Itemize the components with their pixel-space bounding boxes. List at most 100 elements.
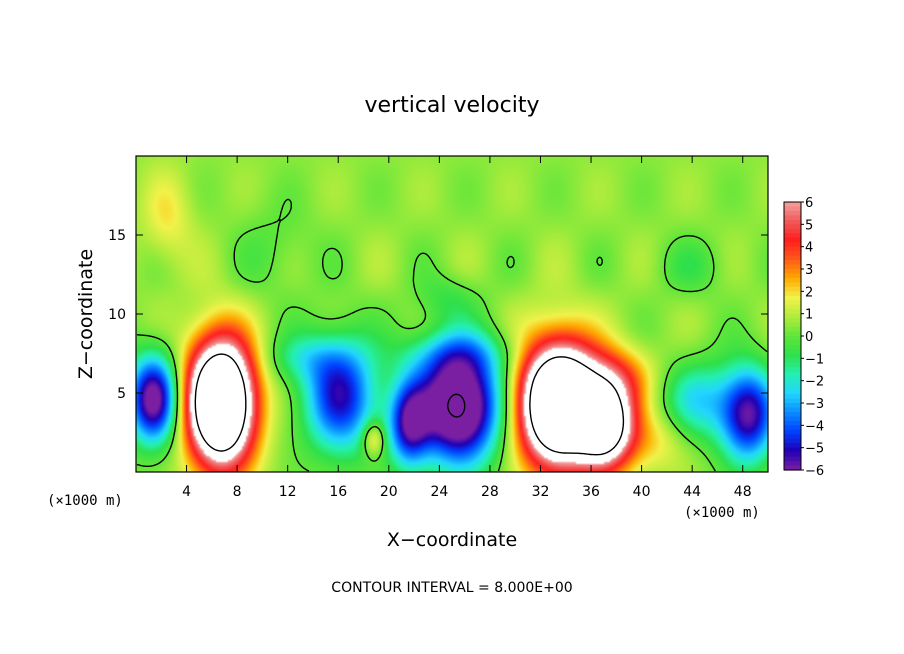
colorbar-tick-label: −2 <box>805 375 824 390</box>
colorbar-swatch <box>784 215 801 221</box>
colorbar-tick-label: −3 <box>805 397 824 412</box>
x-axis-ticks: 4 8 12 16 20 24 28 32 36 40 44 48 <box>182 156 752 500</box>
colorbar-swatch <box>784 202 801 208</box>
colorbar-swatch <box>784 456 801 462</box>
colorbar-swatch <box>784 282 801 288</box>
colorbar-tick-label: 1 <box>805 308 813 323</box>
colorbar-swatch <box>784 286 801 292</box>
colorbar-swatch <box>784 394 801 400</box>
colorbar-swatch <box>784 264 801 270</box>
colorbar-swatch <box>784 313 801 319</box>
heatmap-image <box>136 156 768 472</box>
colorbar-swatch <box>784 438 801 444</box>
colorbar-swatch <box>784 322 801 328</box>
colorbar-swatch <box>784 233 801 239</box>
colorbar-tick-label: 0 <box>805 330 813 345</box>
colorbar-swatch <box>784 349 801 355</box>
colorbar-swatch <box>784 291 801 297</box>
colorbar-swatch <box>784 429 801 435</box>
colorbar-swatch <box>784 362 801 368</box>
colorbar-swatch <box>784 425 801 431</box>
colorbar-swatch <box>784 434 801 440</box>
colorbar-swatch <box>784 242 801 248</box>
colorbar-swatch <box>784 447 801 453</box>
colorbar-swatch <box>784 344 801 350</box>
x-tick-label: 36 <box>582 484 600 500</box>
colorbar-swatch <box>784 465 801 471</box>
x-tick-label: 16 <box>329 484 347 500</box>
contour-line <box>194 353 625 456</box>
colorbar-swatch <box>784 219 801 225</box>
x-tick-label: 20 <box>380 484 398 500</box>
colorbar-swatch <box>784 224 801 230</box>
x-unit-label-right: (×1000 m) <box>684 505 760 521</box>
colorbar-tick-label: 3 <box>805 263 813 278</box>
contour-negative <box>447 393 466 418</box>
colorbar-swatch <box>784 353 801 359</box>
colorbar-swatch <box>784 300 801 306</box>
colorbar-swatch <box>784 210 801 216</box>
colorbar-swatch <box>784 273 801 279</box>
x-tick-label: 8 <box>233 484 242 500</box>
colorbar-tick-label: 4 <box>805 241 813 256</box>
colorbar-swatch <box>784 416 801 422</box>
colorbar-swatch <box>784 380 801 386</box>
colorbar-swatch <box>784 358 801 364</box>
colorbar-tick-label: 2 <box>805 285 813 300</box>
colorbar-swatch <box>784 452 801 458</box>
colorbar-swatch <box>784 407 801 413</box>
colorbar-swatch <box>784 255 801 261</box>
colorbar-swatch <box>784 318 801 324</box>
colorbar-swatch <box>784 420 801 426</box>
plot-area <box>136 156 768 472</box>
y-axis-label: Z−coordinate <box>75 249 97 379</box>
colorbar-swatch <box>784 237 801 243</box>
contour-lines <box>136 198 768 472</box>
colorbar-swatch <box>784 295 801 301</box>
colorbar-swatch <box>784 398 801 404</box>
colorbar-swatch <box>784 246 801 252</box>
colorbar-swatch <box>784 228 801 234</box>
x-tick-label: 4 <box>182 484 191 500</box>
colorbar-swatch <box>784 336 801 342</box>
x-tick-label: 24 <box>430 484 448 500</box>
x-tick-label: 44 <box>683 484 701 500</box>
colorbar-swatch <box>784 327 801 333</box>
colorbar-tick-label: −5 <box>805 442 824 457</box>
colorbar-tick-label: 6 <box>805 196 813 211</box>
colorbar-swatch <box>784 206 801 212</box>
colorbar-swatch <box>784 304 801 310</box>
contour-line <box>136 198 768 472</box>
y-tick-label: 10 <box>108 307 126 323</box>
colorbar-tick-label: −4 <box>805 419 824 434</box>
colorbar-tick-label: −6 <box>805 464 824 479</box>
colorbar-swatch <box>784 461 801 467</box>
colorbar-swatch <box>784 340 801 346</box>
colorbar-swatch <box>784 371 801 377</box>
colorbar-swatch <box>784 309 801 315</box>
y-tick-label: 5 <box>117 386 126 402</box>
colorbar-tick-label: 5 <box>805 218 813 233</box>
y-axis-ticks: 5 10 15 <box>108 228 768 402</box>
colorbar-swatch <box>784 411 801 417</box>
colorbar-swatch <box>784 331 801 337</box>
colorbar-swatch <box>784 269 801 275</box>
x-tick-label: 32 <box>532 484 550 500</box>
colorbar-swatch <box>784 389 801 395</box>
colorbar-swatch <box>784 443 801 449</box>
colorbar-swatch <box>784 376 801 382</box>
contour-interval-note: CONTOUR INTERVAL = 8.000E+00 <box>331 580 572 596</box>
colorbar: 6 5 4 3 2 1 0 −1 −2 −3 −4 −5 −6 <box>783 196 824 479</box>
colorbar-swatch <box>784 385 801 391</box>
x-axis-label: X−coordinate <box>387 529 517 551</box>
colorbar-swatch <box>784 277 801 283</box>
chart-title: vertical velocity <box>364 93 539 118</box>
colorbar-swatch <box>784 260 801 266</box>
x-tick-label: 40 <box>633 484 651 500</box>
y-tick-label: 15 <box>108 228 126 244</box>
x-unit-label-left: (×1000 m) <box>47 493 123 509</box>
colorbar-swatch <box>784 367 801 373</box>
colorbar-swatch <box>784 403 801 409</box>
x-tick-label: 12 <box>279 484 297 500</box>
